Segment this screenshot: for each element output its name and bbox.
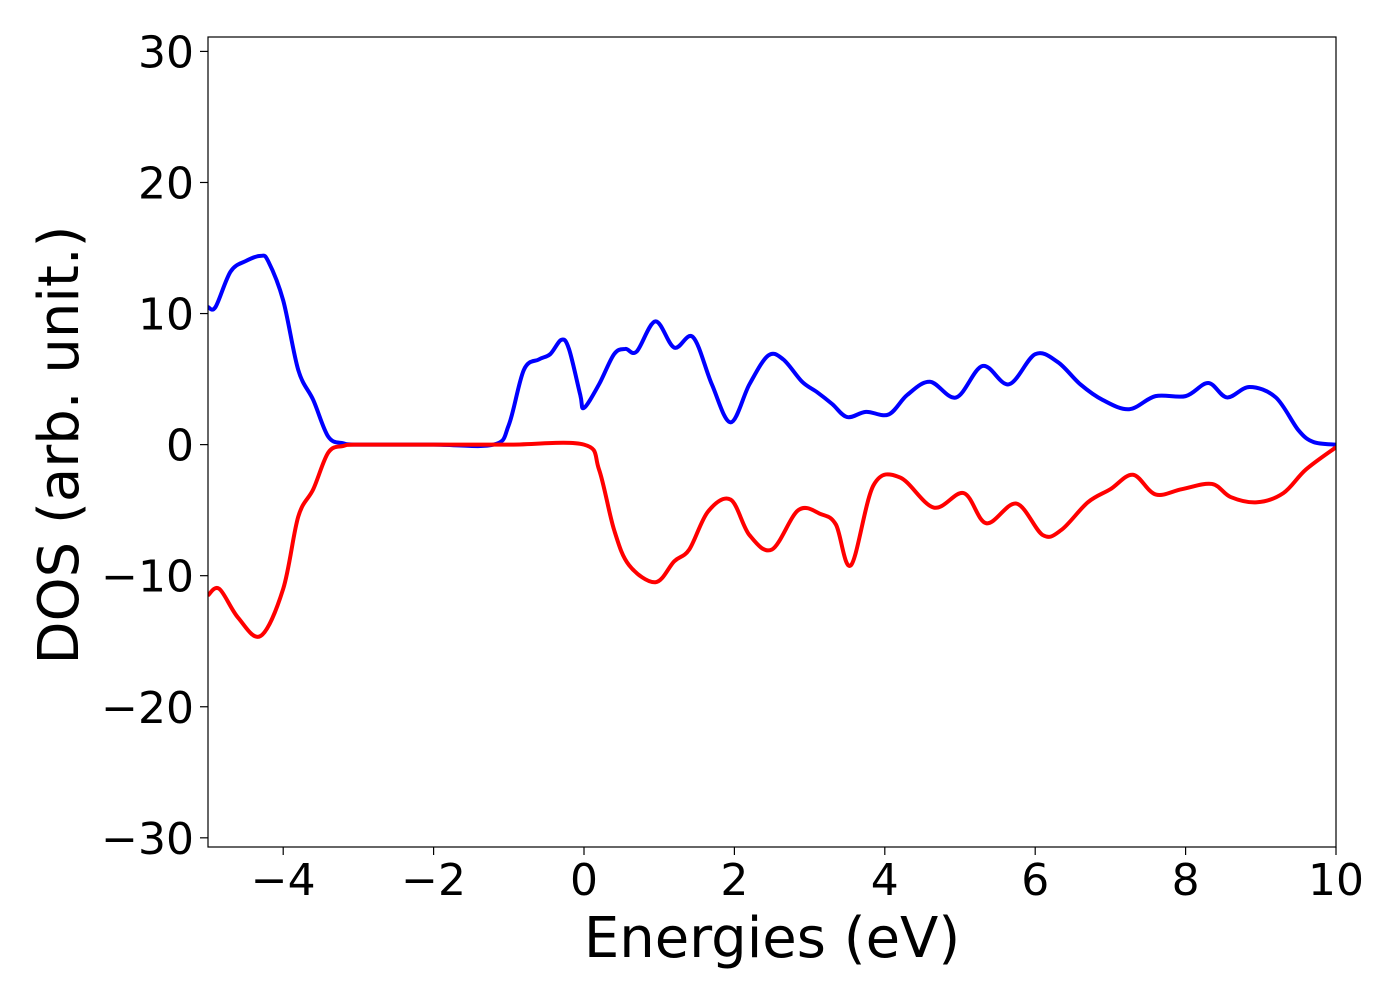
y-tick-label: −10 <box>101 552 194 603</box>
x-tick-label: −2 <box>401 855 466 906</box>
plot-frame <box>207 36 1337 848</box>
y-tick-label: −20 <box>101 683 194 734</box>
y-tick-label: 10 <box>138 290 194 341</box>
y-tick-label: 0 <box>166 421 194 472</box>
x-tick-label: 8 <box>1172 855 1200 906</box>
y-tick-label: 30 <box>138 27 194 78</box>
dos-line <box>208 440 1336 639</box>
x-tick-label: 0 <box>570 855 598 906</box>
x-tick-label: 2 <box>720 855 748 906</box>
x-axis-label: Energies (eV) <box>584 906 960 971</box>
x-tick-label: 4 <box>871 855 899 906</box>
y-tick-label: −30 <box>101 814 194 865</box>
x-tick-label: −4 <box>251 855 316 906</box>
dos-line <box>208 253 1336 449</box>
x-tick-label: 6 <box>1021 855 1049 906</box>
x-tick-label: 10 <box>1308 855 1364 906</box>
y-axis-label: DOS (arb. unit.) <box>27 225 92 664</box>
y-tick-label: 20 <box>138 158 194 209</box>
